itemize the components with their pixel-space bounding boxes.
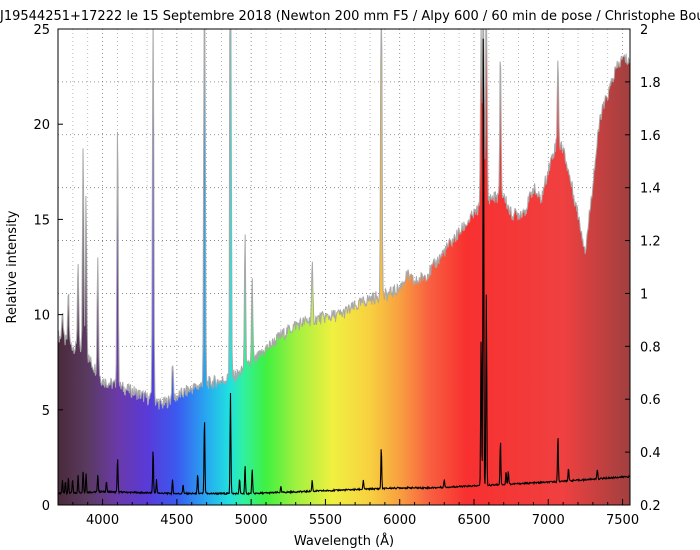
- y-tick-labels: 0 5 10 15 20 25: [33, 23, 50, 514]
- y2-tick-label: 1.2: [640, 235, 661, 250]
- y2-tick-label: 1.4: [640, 182, 661, 197]
- black-spectrum-line: [58, 38, 630, 496]
- spectrum-outline: [58, 29, 630, 410]
- x-tick-labels: 4000 4500 5000 5500 6000 6500 7000 7500: [86, 513, 639, 528]
- y2-tick-label: 1: [640, 287, 648, 302]
- x-tick-label: 5000: [235, 513, 268, 528]
- x-axis-title: Wavelength (Å): [294, 533, 394, 549]
- y2-tick-label: 0.4: [640, 446, 661, 461]
- y-tick-label: 5: [42, 404, 50, 419]
- x-tick-label: 6000: [383, 513, 416, 528]
- axis-ticks: [57, 28, 630, 506]
- x-tick-label: 7000: [532, 513, 565, 528]
- y2-tick-label: 2: [640, 23, 648, 38]
- plot-frame: [57, 28, 631, 506]
- x-tick-label: 4500: [160, 513, 193, 528]
- y-tick-label: 15: [33, 213, 50, 228]
- y2-tick-label: 1.6: [640, 129, 661, 144]
- y-tick-label: 25: [33, 23, 50, 38]
- y-tick-label: 20: [33, 118, 50, 133]
- y2-tick-labels: 0.2 0.4 0.6 0.8 1 1.2 1.4 1.6 1.8 2: [640, 23, 661, 514]
- x-tick-label: 6500: [457, 513, 490, 528]
- y2-tick-label: 0.6: [640, 393, 661, 408]
- black-spectrum: [58, 38, 630, 496]
- y2-tick-label: 0.2: [640, 499, 661, 514]
- y-tick-label: 0: [42, 499, 50, 514]
- y-axis-title: Relative intensity: [5, 210, 20, 323]
- x-tick-label: 4000: [86, 513, 119, 528]
- y-tick-label: 10: [33, 309, 50, 324]
- y2-tick-label: 0.8: [640, 340, 661, 355]
- x-tick-label: 7500: [606, 513, 639, 528]
- x-tick-label: 5500: [309, 513, 342, 528]
- y2-tick-label: 1.8: [640, 76, 661, 91]
- chart-title: J19544251+17222 le 15 Septembre 2018 (Ne…: [0, 9, 700, 24]
